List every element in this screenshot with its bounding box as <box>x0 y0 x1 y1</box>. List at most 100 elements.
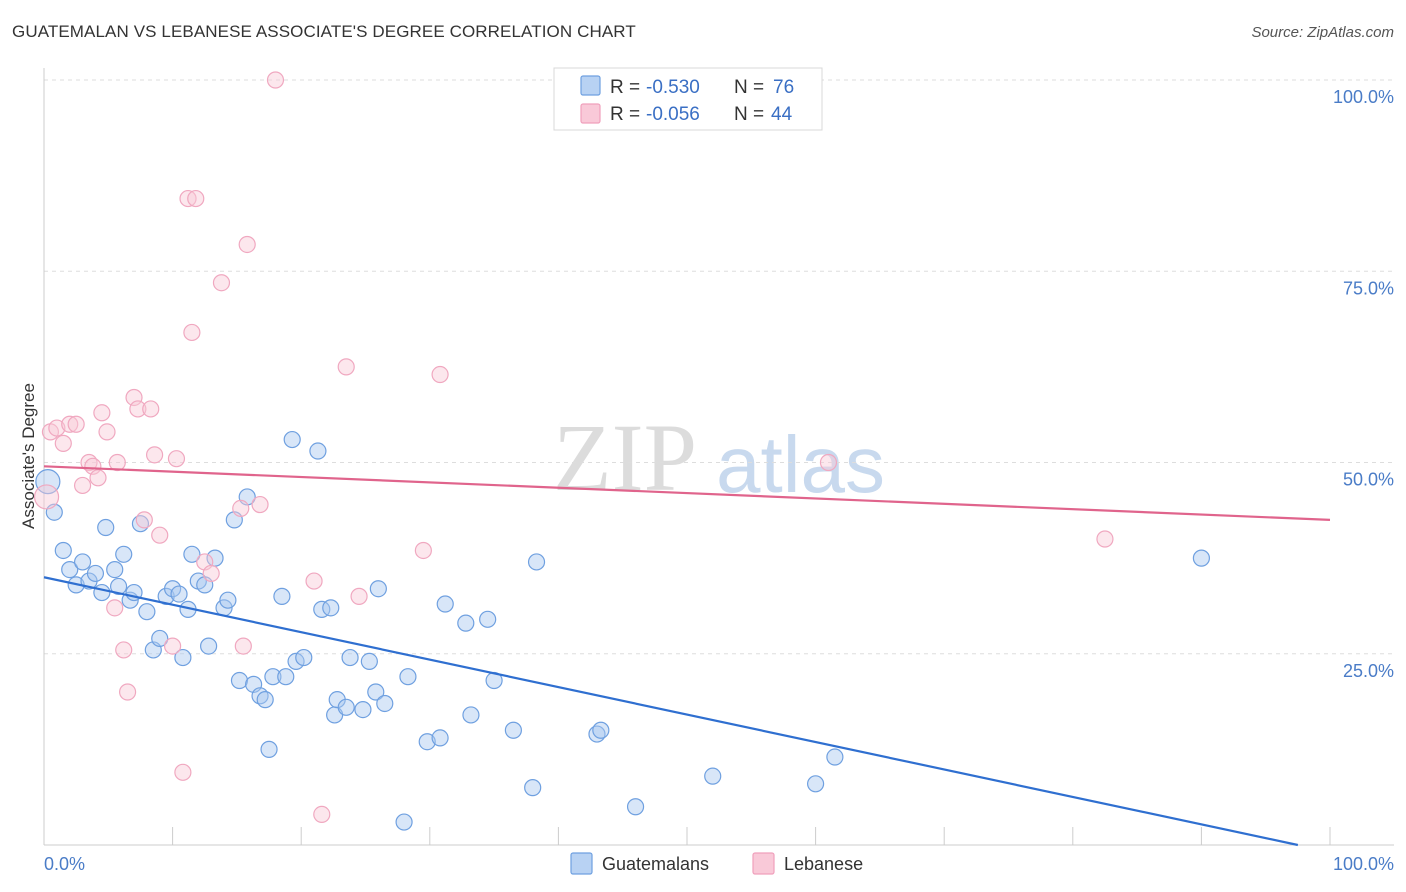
point-guatemalans-8 <box>93 583 111 602</box>
point-lebanese-35 <box>266 71 285 89</box>
point-lebanese-31 <box>232 499 250 517</box>
point-lebanese-43 <box>1096 530 1114 548</box>
trend-line-guatemalans <box>43 576 1299 847</box>
legend-n-label-0: N = <box>734 77 764 98</box>
point-lebanese-4 <box>61 415 79 433</box>
chart-source: Source: ZipAtlas.com <box>1251 24 1394 41</box>
point-guatemalans-36 <box>256 691 274 709</box>
watermark-atlas: atlas <box>716 420 885 509</box>
point-lebanese-15 <box>118 683 137 701</box>
y-tick-label-1: 50.0% <box>1343 470 1394 490</box>
point-guatemalans-61 <box>457 614 475 632</box>
legend-r-value-1: -0.056 <box>646 104 700 125</box>
x-tick-label-max: 100.0% <box>1333 854 1394 874</box>
x-tick-labels: 0.0% 100.0% <box>44 854 1394 874</box>
legend-r-label-1: R = <box>610 104 640 125</box>
point-lebanese-39 <box>350 587 368 605</box>
point-lebanese-5 <box>67 415 85 433</box>
point-guatemalans-53 <box>367 683 385 701</box>
x-tick-label-min: 0.0% <box>44 854 85 874</box>
point-guatemalans-27 <box>200 637 218 655</box>
point-guatemalans-59 <box>431 729 449 747</box>
legend-n-value-0: 76 <box>773 77 794 98</box>
point-lebanese-40 <box>414 541 432 560</box>
point-lebanese-19 <box>142 400 160 418</box>
point-guatemalans-44 <box>309 442 327 460</box>
point-guatemalans-30 <box>219 591 237 609</box>
point-lebanese-20 <box>145 446 164 464</box>
point-lebanese-37 <box>313 805 331 824</box>
point-lebanese-6 <box>73 476 92 495</box>
point-guatemalans-5 <box>73 553 92 571</box>
point-guatemalans-10 <box>106 560 124 579</box>
stats-legend: R = -0.530 N = 76 R = -0.056 N = 44 <box>553 67 823 131</box>
point-lebanese-0 <box>33 484 60 510</box>
trend-lines <box>43 465 1331 847</box>
point-lebanese-18 <box>135 511 153 529</box>
point-guatemalans-2 <box>54 541 72 560</box>
point-guatemalans-32 <box>230 671 249 690</box>
point-lebanese-34 <box>251 495 269 514</box>
point-lebanese-33 <box>238 235 256 254</box>
legend-swatch-guatemalans <box>580 75 601 96</box>
point-guatemalans-12 <box>115 545 133 563</box>
point-lebanese-11 <box>98 423 116 441</box>
point-lebanese-42 <box>819 453 838 472</box>
point-lebanese-38 <box>337 358 355 376</box>
point-lebanese-22 <box>164 637 182 655</box>
point-guatemalans-56 <box>395 813 413 831</box>
axes <box>43 68 1394 846</box>
series-legend-swatch-guatemalans <box>570 852 593 875</box>
point-guatemalans-39 <box>273 587 291 605</box>
data-points <box>33 71 1211 831</box>
point-guatemalans-11 <box>109 577 128 596</box>
trend-line-lebanese <box>43 465 1331 521</box>
point-guatemalans-70 <box>626 798 645 816</box>
legend-swatch-lebanese <box>580 103 601 124</box>
point-guatemalans-43 <box>295 648 313 667</box>
point-guatemalans-71 <box>704 767 722 785</box>
point-guatemalans-65 <box>504 721 522 739</box>
point-guatemalans-46 <box>322 599 340 617</box>
series-legend: Guatemalans Lebanese <box>570 852 863 875</box>
point-guatemalans-58 <box>418 733 436 751</box>
point-guatemalans-73 <box>826 748 844 766</box>
point-lebanese-21 <box>151 526 169 544</box>
point-lebanese-3 <box>54 434 72 452</box>
point-guatemalans-21 <box>170 585 188 603</box>
point-lebanese-14 <box>115 641 133 659</box>
point-guatemalans-50 <box>341 648 359 667</box>
point-guatemalans-40 <box>277 668 295 686</box>
point-guatemalans-22 <box>174 648 192 667</box>
y-tick-label-0: 25.0% <box>1343 661 1394 681</box>
point-guatemalans-62 <box>462 706 480 724</box>
point-lebanese-26 <box>183 323 201 342</box>
point-lebanese-23 <box>167 450 186 468</box>
point-guatemalans-57 <box>399 668 417 686</box>
point-guatemalans-72 <box>806 775 825 793</box>
point-guatemalans-38 <box>264 668 282 686</box>
point-lebanese-10 <box>93 404 111 422</box>
point-guatemalans-55 <box>376 694 394 713</box>
point-guatemalans-7 <box>86 564 105 583</box>
point-guatemalans-52 <box>360 652 378 671</box>
series-legend-swatch-lebanese <box>752 852 775 875</box>
point-guatemalans-63 <box>479 610 497 628</box>
point-guatemalans-66 <box>524 779 542 797</box>
point-lebanese-17 <box>129 400 147 418</box>
y-tick-label-3: 100.0% <box>1333 87 1394 107</box>
y-tick-label-2: 75.0% <box>1343 278 1394 298</box>
point-guatemalans-74 <box>1192 549 1211 567</box>
point-guatemalans-37 <box>260 740 278 758</box>
point-lebanese-24 <box>174 763 192 781</box>
legend-r-label-0: R = <box>610 77 640 98</box>
watermark-zip: ZIP <box>553 404 697 511</box>
point-lebanese-2 <box>48 419 66 437</box>
point-guatemalans-24 <box>183 545 201 563</box>
series-legend-label-lebanese: Lebanese <box>784 854 863 874</box>
point-guatemalans-18 <box>151 629 169 648</box>
chart-title: GUATEMALAN VS LEBANESE ASSOCIATE'S DEGRE… <box>12 22 636 41</box>
point-guatemalans-51 <box>354 700 372 719</box>
legend-n-label-1: N = <box>734 104 764 125</box>
point-guatemalans-54 <box>369 580 387 598</box>
